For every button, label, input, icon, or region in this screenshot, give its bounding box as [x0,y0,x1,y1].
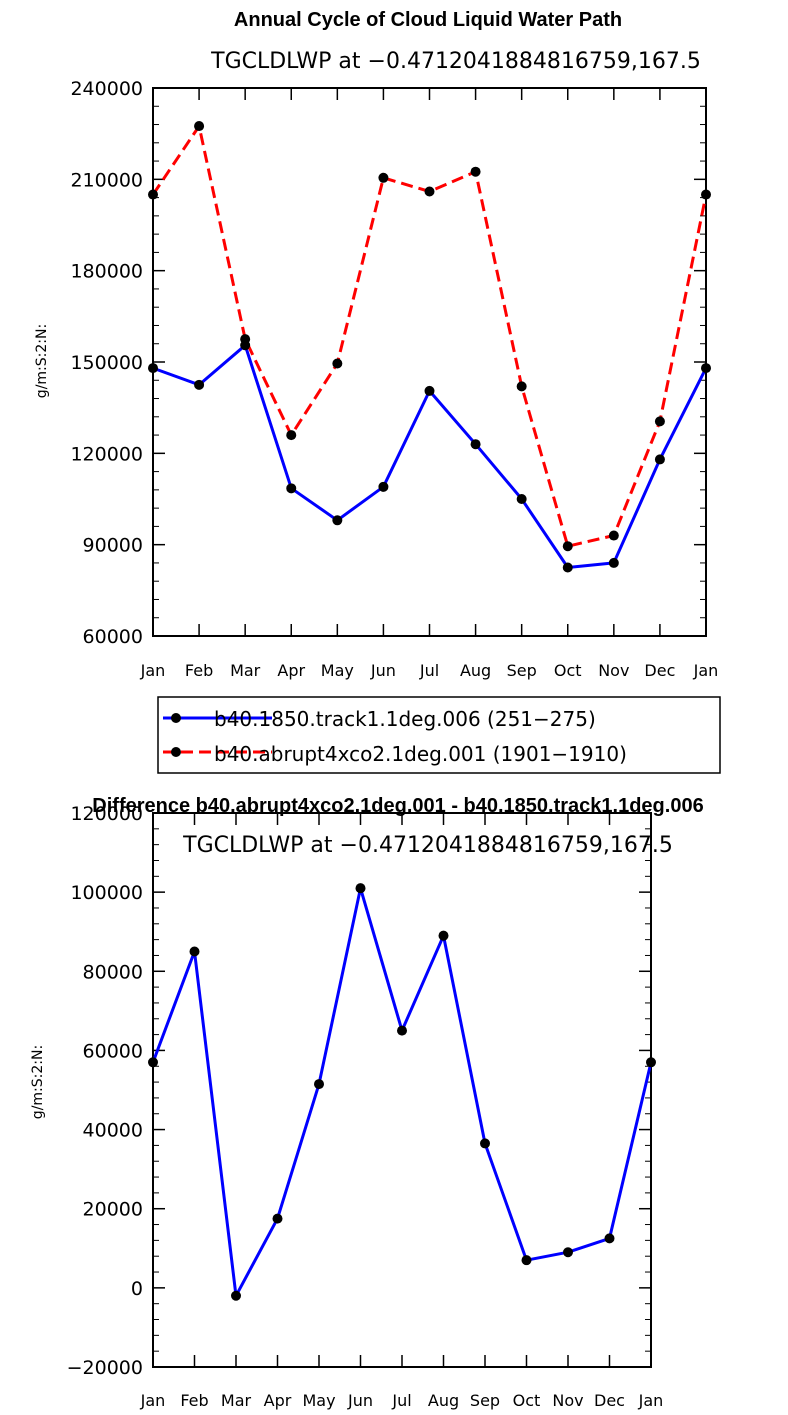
chart2-xtick-label: May [302,1391,335,1410]
chart2-xtick-label: Oct [513,1391,541,1410]
chart2-xtick-label: Jul [391,1391,411,1410]
chart1-series-1-point [562,541,573,552]
chart1-series-1-point [148,189,158,200]
chart1-series-0-line [152,343,708,569]
chart1-series-0-point [516,494,527,504]
chart1-ytick-label: 150000 [70,352,143,374]
chart2-title: Difference b40.abrupt4xco2.1deg.001 - b4… [92,795,703,817]
chart2-xtick-label: Jun [347,1391,373,1410]
chart2-xtick-label: Jan [140,1391,166,1410]
chart1-series-0-point [332,515,343,526]
chart1-xtick-label: Dec [644,661,675,680]
chart1-series-0-point [378,481,389,492]
chart2-ytick-label: 40000 [83,1120,143,1142]
chart2-series-0-point [231,1290,241,1301]
chart2-series-0-point [521,1255,532,1266]
chart2-series-0-point [438,930,449,941]
chart1-xtick-label: Jan [140,661,166,680]
chart2-xtick-label: Feb [180,1391,208,1410]
chart1-xtick-label: Jul [419,661,439,680]
chart1-series-0-point [286,483,297,494]
chart1-series-0-point [148,363,158,374]
chart1-ytick-label: 120000 [70,443,143,465]
legend-marker-control [171,713,181,723]
chart2-series-0-line [151,886,653,1298]
chart2-xtick-label: Dec [594,1391,625,1410]
chart2-ylabel: g/m:S:2:N: [30,1045,46,1119]
chart1-title: Annual Cycle of Cloud Liquid Water Path [234,9,622,31]
chart2-plot: −20000 0 20000 40000 60000 80000 100000 120000 J… [67,803,664,1410]
chart1-ytick-label: 60000 [83,626,143,648]
chart2-ytick-label: −20000 [67,1357,143,1379]
chart1-ytick-label: 90000 [83,535,143,557]
chart1-ytick-label: 240000 [70,78,143,100]
chart1-series-1-point [286,430,297,441]
chart1-xtick-label: Aug [460,661,491,680]
chart1-xtick-label: Oct [554,661,582,680]
chart1-xtick-label: Jan [693,661,719,680]
chart1-xtick-label: Apr [277,661,305,680]
chart2-frame [152,812,652,1368]
chart1-series-0-point [701,363,711,374]
legend-box [157,696,721,774]
chart2-series-0-point [355,883,366,894]
chart1-xtick-label: Nov [598,661,629,680]
chart1-series-1-point [240,334,251,345]
chart1-series-1-point [608,530,619,541]
chart2-xtick-label: Mar [221,1391,252,1410]
chart1-series-0-point [424,385,435,396]
chart1-series-0-point [470,439,481,450]
chart2-series-0-point [563,1247,573,1258]
chart1-series-0-point [194,379,205,390]
chart2-xtick-label: Aug [428,1391,459,1410]
chart1-xtick-label: Feb [185,661,213,680]
chart1-series-0-point [608,557,619,568]
chart1-ytick-label: 180000 [70,261,143,283]
chart1-series-1-point [378,172,389,183]
chart1-series-1-point [654,416,665,427]
chart2-xtick-label: Apr [264,1391,292,1410]
legend-marker-experiment [171,747,181,757]
chart2-series-0-point [604,1233,615,1244]
chart1-xtick-label: May [321,661,354,680]
chart1-xtick-label: Sep [507,661,537,680]
legend: b40.1850.track1.1deg.006 (251−275) b40.a… [157,696,721,774]
chart1-series-1-point [701,189,711,200]
chart1-series-1-point [470,166,481,177]
chart2-series-0-point [189,946,200,957]
chart2-ytick-label: 120000 [70,803,143,825]
chart2-subtitle: TGCLDLWP at −0.4712041884816759,167.5 [182,833,673,858]
chart1-subtitle: TGCLDLWP at −0.4712041884816759,167.5 [210,49,701,74]
chart2-series-0-point [480,1138,490,1149]
legend-label-experiment: b40.abrupt4xco2.1deg.001 (1901−1910) [214,742,627,766]
legend-label-control: b40.1850.track1.1deg.006 (251−275) [214,707,596,731]
chart1-ytick-label: 210000 [70,169,143,191]
chart2-series-0-point [314,1079,324,1090]
chart1-series-1-point [332,358,343,369]
chart1-ylabel: g/m:S:2:N: [34,324,50,398]
chart2-ytick-label: 80000 [83,961,143,983]
chart2-xtick-label: Jan [638,1391,664,1410]
chart1-series-1-point [194,121,205,132]
chart1-plot: 60000 90000 120000 150000 180000 210000 240000… [70,78,718,680]
chart2-xtick-label: Nov [552,1391,583,1410]
chart2-ytick-label: 20000 [83,1199,143,1221]
chart2-series-0-point [397,1025,407,1036]
chart1-frame [152,87,707,637]
chart1-series-1-point [424,186,435,197]
chart2-series-0-point [646,1057,656,1068]
chart1-series-1-point [516,381,527,392]
chart2-series-0-point [272,1213,283,1224]
chart2-ytick-label: 0 [131,1278,143,1300]
chart1-series-0-point [654,454,665,465]
chart2-series-0-point [148,1057,158,1068]
chart1-series-0-point [562,562,573,573]
chart1-xtick-label: Jun [370,661,396,680]
chart2-xtick-label: Sep [470,1391,500,1410]
chart2-ytick-label: 100000 [70,882,143,904]
chart1-xtick-label: Mar [230,661,261,680]
chart2-ytick-label: 60000 [83,1040,143,1062]
